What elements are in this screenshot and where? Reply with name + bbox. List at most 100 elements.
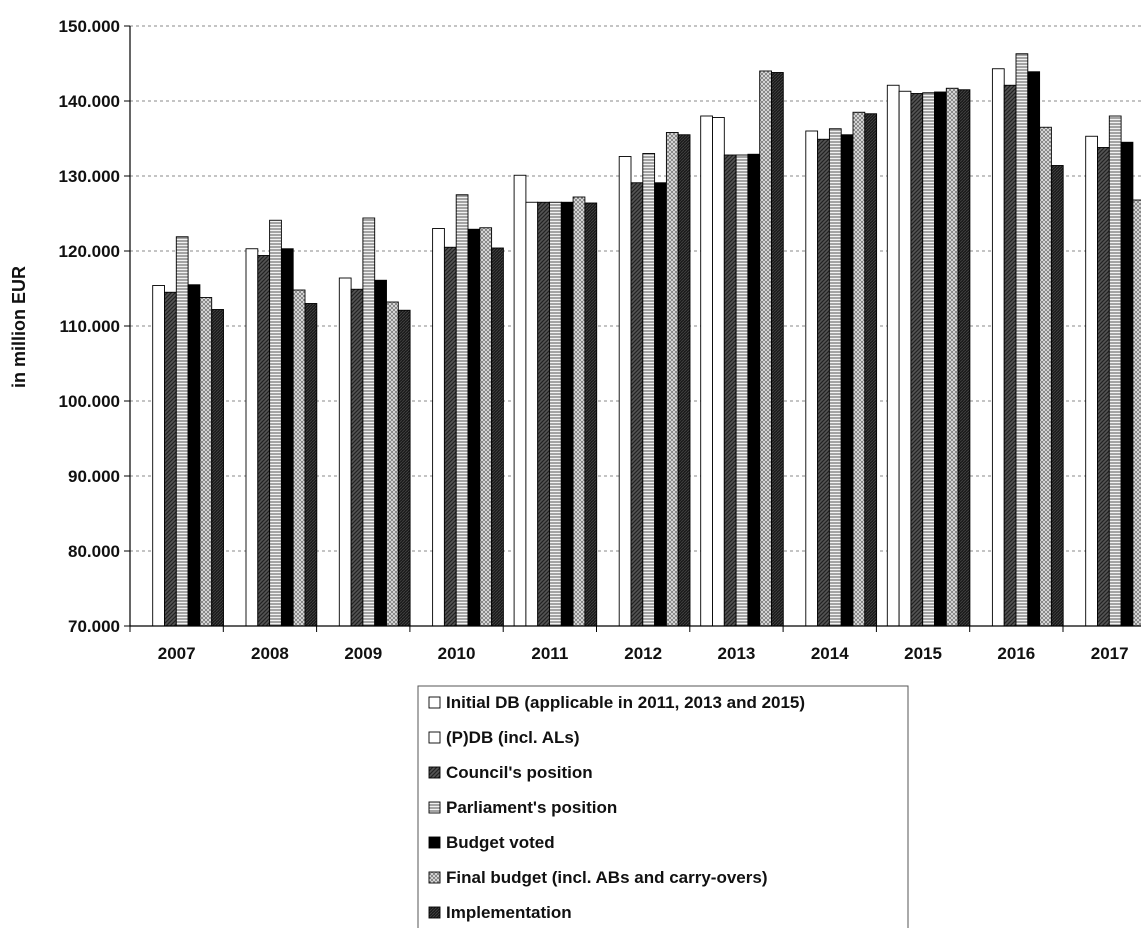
bar (852, 111, 866, 627)
y-tick-label: 130.000 (59, 167, 120, 186)
x-tick-label: 2015 (904, 644, 942, 663)
x-tick-label: 2009 (344, 644, 382, 663)
bar (560, 201, 574, 627)
legend-swatch (428, 906, 441, 919)
bar (549, 201, 562, 627)
bar (1132, 199, 1141, 627)
bar (654, 182, 667, 627)
bar (665, 132, 679, 627)
bar (397, 309, 411, 627)
y-tick-label: 120.000 (59, 242, 120, 261)
bar (211, 309, 224, 627)
bar (1050, 165, 1064, 627)
x-tick-label: 2007 (158, 644, 196, 663)
x-tick-label: 2014 (811, 644, 849, 663)
bar (164, 291, 177, 627)
bar (175, 236, 189, 627)
bar (304, 303, 318, 627)
y-axis-label: in million EUR (9, 266, 29, 388)
legend-entry: Initial DB (applicable in 2011, 2013 and… (446, 693, 805, 712)
bar (991, 68, 1005, 627)
bars (152, 53, 1141, 627)
bar (747, 153, 761, 627)
bar (525, 201, 539, 627)
y-tick-label: 80.000 (68, 542, 120, 561)
bar (1085, 135, 1098, 627)
bar (1027, 71, 1041, 627)
legend-entry: Final budget (incl. ABs and carry-overs) (446, 868, 768, 887)
y-tick-label: 100.000 (59, 392, 120, 411)
bar (886, 84, 900, 627)
bar (1108, 115, 1122, 627)
bar (455, 194, 469, 627)
bar (630, 182, 644, 627)
legend-swatch (428, 731, 441, 744)
bar (817, 138, 830, 627)
bar (864, 113, 878, 627)
bar (479, 227, 493, 627)
bar (432, 228, 445, 627)
bar (735, 154, 749, 627)
tick-labels: 70.000 80.000 90.000 100.000 110.000 120.000 1… (59, 17, 1129, 663)
legend-swatch (428, 766, 441, 779)
bar (1097, 147, 1110, 627)
bar (1015, 53, 1029, 627)
bar (700, 115, 713, 627)
x-tick-label: 2008 (251, 644, 289, 663)
bar (712, 117, 725, 627)
bar (957, 89, 971, 627)
bar (1003, 84, 1017, 627)
bar (467, 228, 481, 627)
bar (677, 134, 691, 627)
x-tick-label: 2016 (997, 644, 1035, 663)
x-tick-label: 2013 (718, 644, 756, 663)
legend-swatch (428, 836, 441, 849)
x-tick-label: 2010 (438, 644, 476, 663)
x-tick-label: 2012 (624, 644, 662, 663)
bar (945, 87, 959, 627)
bar (513, 174, 527, 627)
bar (642, 153, 656, 627)
legend-entry: Council's position (446, 763, 593, 782)
bar (584, 202, 598, 627)
bar (759, 70, 772, 627)
bar (292, 289, 306, 627)
legend-swatch (428, 871, 441, 884)
bar (898, 90, 912, 627)
bar (934, 91, 947, 627)
bar (618, 156, 632, 627)
bar (338, 277, 352, 627)
bar (840, 134, 854, 627)
bar (771, 72, 784, 627)
y-tick-label: 90.000 (68, 467, 120, 486)
bar (199, 297, 213, 627)
y-tick-label: 110.000 (59, 317, 120, 336)
bar (537, 201, 550, 627)
bar (245, 248, 259, 627)
bar (443, 246, 457, 627)
bar (922, 92, 935, 627)
bar (362, 217, 376, 627)
x-tick-label: 2017 (1091, 644, 1129, 663)
legend-entry: Parliament's position (446, 798, 617, 817)
bar (1120, 141, 1134, 627)
bar (572, 196, 586, 627)
legend-entry: Budget voted (446, 833, 555, 852)
bar (1039, 126, 1052, 627)
bar (910, 93, 924, 627)
legend-swatch (428, 801, 441, 814)
bar (491, 247, 504, 627)
bar (386, 301, 399, 627)
y-tick-label: 70.000 (68, 617, 120, 636)
axes (124, 25, 1141, 632)
bar (280, 248, 294, 627)
bar (152, 285, 165, 627)
legend: Initial DB (applicable in 2011, 2013 and… (417, 685, 909, 928)
legend-box (417, 685, 909, 928)
y-tick-label: 140.000 (59, 92, 120, 111)
bar (828, 128, 842, 627)
y-tick-label: 150.000 (59, 17, 120, 36)
bar (805, 130, 819, 627)
bar (269, 219, 282, 627)
